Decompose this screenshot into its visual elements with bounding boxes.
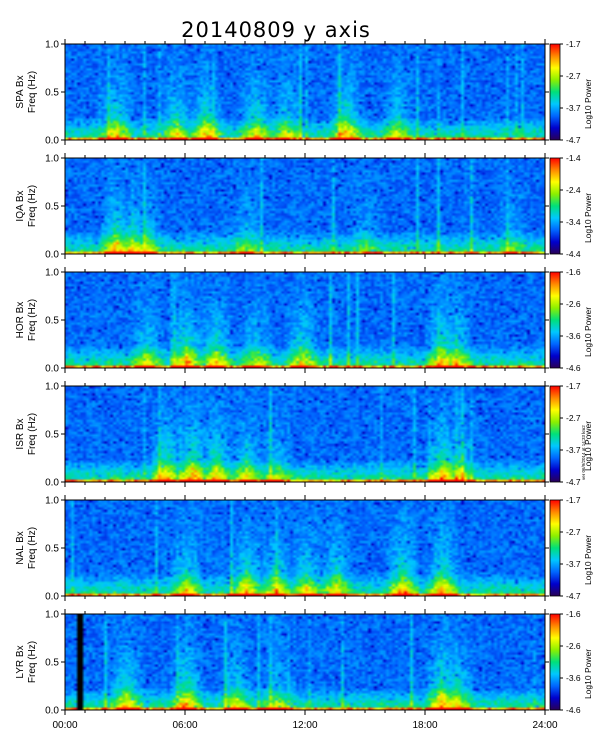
version-note: ver 06/9/2014 at 14:33 km2 (581, 425, 586, 480)
spectrogram-panel: 0.0 0.5 1.0 NAL Bx Freq (Hz) -1.7 -2.7 -3.7 -4.7… (15, 495, 593, 603)
y-tick-label: 0.0 (45, 592, 59, 603)
y-tick-label: 1.0 (45, 496, 59, 507)
y-tick-label: 0.0 (45, 364, 59, 375)
colorbar (549, 499, 561, 597)
colorbar-tick-label: -3.4 (566, 217, 581, 227)
colorbar-label: Log10 Power (583, 79, 593, 129)
frequency-axis-label: Freq (Hz) (27, 71, 38, 113)
y-tick-label: 1.0 (45, 40, 59, 51)
y-tick-label: 0.5 (45, 202, 59, 213)
colorbar-tick-label: -1.4 (566, 153, 581, 163)
colorbar-tick-label: -1.7 (566, 39, 581, 49)
chart-title: 20140809 y axis (181, 18, 371, 42)
spectrogram-heatmap (65, 500, 545, 596)
colorbar-tick-label: -1.7 (566, 381, 581, 391)
colorbar-tick-label: -1.6 (566, 609, 581, 619)
station-label: IQA Bx (15, 190, 26, 221)
frequency-axis-label: Freq (Hz) (27, 185, 38, 227)
colorbar-label: Log10 Power (583, 421, 593, 471)
colorbar (549, 43, 561, 141)
colorbar (549, 271, 561, 369)
y-tick-label: 1.0 (45, 154, 59, 165)
y-tick-label: 0.0 (45, 136, 59, 147)
y-tick-label: 0.0 (45, 478, 59, 489)
y-tick-label: 1.0 (45, 382, 59, 393)
spectrogram-heatmap (65, 272, 545, 368)
colorbar-tick-label: -4.6 (566, 705, 581, 715)
colorbar-tick-label: -1.7 (566, 495, 581, 505)
colorbar-tick-label: -4.4 (566, 249, 581, 259)
colorbar-tick-label: -1.6 (566, 267, 581, 277)
x-tick-label: 18:00 (412, 720, 437, 731)
colorbar-tick-label: -4.7 (566, 135, 581, 145)
y-tick-label: 0.5 (45, 88, 59, 99)
y-tick-label: 1.0 (45, 268, 59, 279)
spectrogram-heatmap (65, 386, 545, 482)
colorbar-tick-label: -2.6 (566, 641, 581, 651)
colorbar-label: Log10 Power (583, 649, 593, 699)
spectrogram-panel: 0.0 0.5 1.0 LYR Bx Freq (Hz) -1.6 -2.6 -3.6 -4.6… (15, 609, 593, 717)
colorbar-tick-label: -3.6 (566, 331, 581, 341)
colorbar-tick-label: -4.6 (566, 363, 581, 373)
colorbar (549, 385, 561, 483)
station-label: HOR Bx (15, 302, 26, 339)
x-tick-label: 24:00 (532, 720, 557, 731)
colorbar-tick-label: -2.7 (566, 71, 581, 81)
colorbar-tick-label: -4.7 (566, 591, 581, 601)
colorbar-tick-label: -2.7 (566, 413, 581, 423)
y-tick-label: 0.0 (45, 250, 59, 261)
colorbar-tick-label: -3.7 (566, 103, 581, 113)
frequency-axis-label: Freq (Hz) (27, 641, 38, 683)
colorbar-tick-label: -4.7 (566, 477, 581, 487)
y-tick-label: 0.5 (45, 430, 59, 441)
spectrogram-panel: 0.0 0.5 1.0 HOR Bx Freq (Hz) -1.6 -2.6 -3.6 -4.6… (15, 267, 593, 375)
frequency-axis-label: Freq (Hz) (27, 299, 38, 341)
colorbar-tick-label: -2.6 (566, 299, 581, 309)
y-tick-label: 0.0 (45, 706, 59, 717)
colorbar-tick-label: -3.7 (566, 445, 581, 455)
spectrogram-panel: 0.0 0.5 1.0 ISR Bx Freq (Hz) -1.7 -2.7 -3.7 -4.7… (15, 381, 593, 489)
x-tick-label: 06:00 (172, 720, 197, 731)
station-label: LYR Bx (15, 645, 26, 678)
y-tick-label: 0.5 (45, 658, 59, 669)
y-tick-label: 0.5 (45, 316, 59, 327)
station-label: NAL Bx (15, 531, 26, 565)
colorbar-label: Log10 Power (583, 307, 593, 357)
colorbar (549, 613, 561, 711)
spectrogram-panel: 0.0 0.5 1.0 IQA Bx Freq (Hz) -1.4 -2.4 -3.4 -4.4… (15, 153, 593, 261)
colorbar-tick-label: -2.7 (566, 527, 581, 537)
station-label: ISR Bx (15, 418, 26, 449)
frequency-axis-label: Freq (Hz) (27, 413, 38, 455)
station-label: SPA Bx (15, 75, 26, 108)
colorbar-tick-label: -2.4 (566, 185, 581, 195)
colorbar-tick-label: -3.6 (566, 673, 581, 683)
colorbar-label: Log10 Power (583, 535, 593, 585)
spectrogram-panel: 0.0 0.5 1.0 SPA Bx Freq (Hz) -1.7 -2.7 -3.7 -4.7… (15, 39, 593, 147)
x-tick-label: 00:00 (52, 720, 77, 731)
frequency-axis-label: Freq (Hz) (27, 527, 38, 569)
x-tick-label: 12:00 (292, 720, 317, 731)
y-tick-label: 0.5 (45, 544, 59, 555)
y-tick-label: 1.0 (45, 610, 59, 621)
colorbar-tick-label: -3.7 (566, 559, 581, 569)
spectrogram-heatmap (65, 44, 545, 140)
spectrogram-heatmap (65, 614, 545, 710)
colorbar (549, 157, 561, 255)
spectrogram-heatmap (65, 158, 545, 254)
colorbar-label: Log10 Power (583, 193, 593, 243)
